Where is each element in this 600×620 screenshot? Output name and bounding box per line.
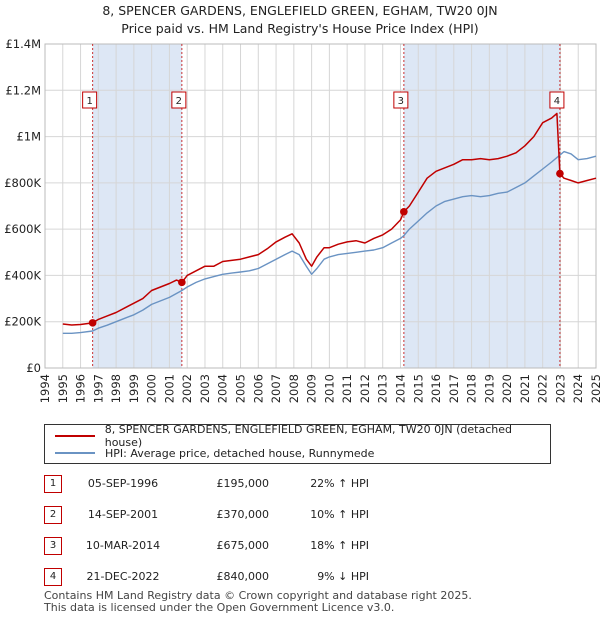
sale-marker-box xyxy=(82,91,98,109)
legend-item-hpi: HPI: Average price, detached house, Runn… xyxy=(55,445,374,461)
y-tick-label: £600K xyxy=(4,222,41,236)
sale-number-badge: 4 xyxy=(44,568,62,586)
sale-hpi-diff: 9% ↓ HPI xyxy=(317,570,369,583)
sale-number-badge: 2 xyxy=(44,506,62,524)
x-tick-label: 2025 xyxy=(589,374,600,403)
x-tick-label: 2012 xyxy=(358,374,372,403)
legend-swatch-property xyxy=(55,435,95,437)
y-tick-label: £0 xyxy=(26,361,41,375)
sale-price: £370,000 xyxy=(216,508,270,521)
x-tick-label: 2024 xyxy=(571,374,585,403)
sale-price: £675,000 xyxy=(216,539,270,552)
x-tick-label: 1997 xyxy=(91,374,105,403)
x-tick-label: 2004 xyxy=(216,374,230,403)
legend-swatch-hpi xyxy=(55,452,95,454)
footer: Contains HM Land Registry data © Crown c… xyxy=(44,590,472,614)
x-tick-label: 1996 xyxy=(74,374,88,403)
x-tick-label: 1999 xyxy=(127,374,141,403)
legend: 8, SPENCER GARDENS, ENGLEFIELD GREEN, EG… xyxy=(44,423,551,464)
sale-marker-label: 1 xyxy=(86,96,92,107)
x-tick-label: 2021 xyxy=(518,374,532,403)
sale-point xyxy=(556,169,564,178)
y-tick-label: £1M xyxy=(16,130,41,144)
chart-title: 8, SPENCER GARDENS, ENGLEFIELD GREEN, EG… xyxy=(102,3,498,18)
x-tick-label: 1998 xyxy=(109,374,123,403)
y-tick-label: £200K xyxy=(4,315,41,329)
x-tick-label: 2014 xyxy=(393,374,407,403)
x-tick-label: 2009 xyxy=(305,374,319,403)
y-tick-label: £800K xyxy=(4,176,41,190)
sale-number-badge: 1 xyxy=(44,475,62,493)
x-tick-label: 2005 xyxy=(234,374,248,403)
x-tick-label: 2006 xyxy=(251,374,265,403)
x-tick-label: 2000 xyxy=(145,374,159,403)
x-tick-label: 2013 xyxy=(376,374,390,403)
sale-hpi-diff: 10% ↑ HPI xyxy=(310,508,369,521)
sale-date: 21-DEC-2022 xyxy=(86,570,160,583)
x-tick-label: 2008 xyxy=(287,374,301,403)
x-tick-label: 2015 xyxy=(411,374,425,403)
x-tick-label: 2023 xyxy=(553,374,567,403)
y-tick-label: £1.4M xyxy=(5,37,41,51)
table-row: 2 14-SEP-2001 £370,000 10% ↑ HPI xyxy=(44,506,464,524)
x-tick-label: 2003 xyxy=(198,374,212,403)
sale-point xyxy=(88,319,97,327)
sale-point xyxy=(178,278,186,287)
sale-price: £840,000 xyxy=(216,570,270,583)
sale-marker-box xyxy=(393,91,409,109)
legend-label-hpi: HPI: Average price, detached house, Runn… xyxy=(105,446,375,460)
x-tick-label: 2018 xyxy=(465,374,479,403)
x-tick-label: 2019 xyxy=(482,374,496,403)
sale-price: £195,000 xyxy=(216,477,270,490)
table-row: 4 21-DEC-2022 £840,000 9% ↓ HPI xyxy=(44,568,464,586)
x-tick-label: 1995 xyxy=(56,374,70,403)
sale-hpi-diff: 22% ↑ HPI xyxy=(310,477,369,490)
table-row: 1 05-SEP-1996 £195,000 22% ↑ HPI xyxy=(44,475,464,493)
sale-marker: 2 xyxy=(171,91,187,109)
y-tick-label: £400K xyxy=(4,268,41,282)
sale-marker-box xyxy=(549,91,565,109)
sale-marker-label: 3 xyxy=(398,96,404,107)
x-tick-label: 1994 xyxy=(38,374,52,403)
sale-marker-label: 4 xyxy=(554,96,560,107)
shaded-period xyxy=(403,44,560,368)
sale-number-badge: 3 xyxy=(44,537,62,555)
x-tick-label: 2016 xyxy=(429,374,443,403)
price-chart: 1 2 3 4 £0 £200K £400K £600K £800K £1M £1.2M £1.4M 1… xyxy=(4,37,600,403)
sale-point xyxy=(400,207,408,216)
chart-subtitle: Price paid vs. HM Land Registry's House … xyxy=(121,21,479,36)
x-tick-label: 2020 xyxy=(500,374,514,403)
y-tick-label: £1.2M xyxy=(5,83,41,97)
sale-date: 10-MAR-2014 xyxy=(85,539,161,552)
sale-marker: 3 xyxy=(393,91,409,109)
sale-marker: 4 xyxy=(549,91,565,109)
x-tick-label: 2011 xyxy=(340,374,354,403)
sale-date: 05-SEP-1996 xyxy=(87,477,159,490)
hpi-series-line xyxy=(62,150,597,334)
footer-copyright: Contains HM Land Registry data © Crown c… xyxy=(44,589,472,602)
x-tick-label: 2010 xyxy=(322,374,336,403)
plot-frame xyxy=(44,43,597,369)
legend-label-property: 8, SPENCER GARDENS, ENGLEFIELD GREEN, EG… xyxy=(104,423,512,449)
sale-date: 14-SEP-2001 xyxy=(87,508,159,521)
footer-licence: This data is licensed under the Open Gov… xyxy=(44,601,395,614)
x-tick-label: 2002 xyxy=(180,374,194,403)
x-tick-label: 2007 xyxy=(269,374,283,403)
legend-item-property: 8, SPENCER GARDENS, ENGLEFIELD GREEN, EG… xyxy=(55,423,550,449)
x-tick-label: 2022 xyxy=(536,374,550,403)
x-tick-label: 2017 xyxy=(447,374,461,403)
sale-marker: 1 xyxy=(82,91,98,109)
shaded-period xyxy=(92,44,182,368)
x-tick-label: 2001 xyxy=(162,374,176,403)
sale-marker-box xyxy=(171,91,187,109)
sale-marker-label: 2 xyxy=(176,96,182,107)
sale-hpi-diff: 18% ↑ HPI xyxy=(310,539,369,552)
table-row: 3 10-MAR-2014 £675,000 18% ↑ HPI xyxy=(44,537,464,555)
property-series-line xyxy=(62,112,597,326)
